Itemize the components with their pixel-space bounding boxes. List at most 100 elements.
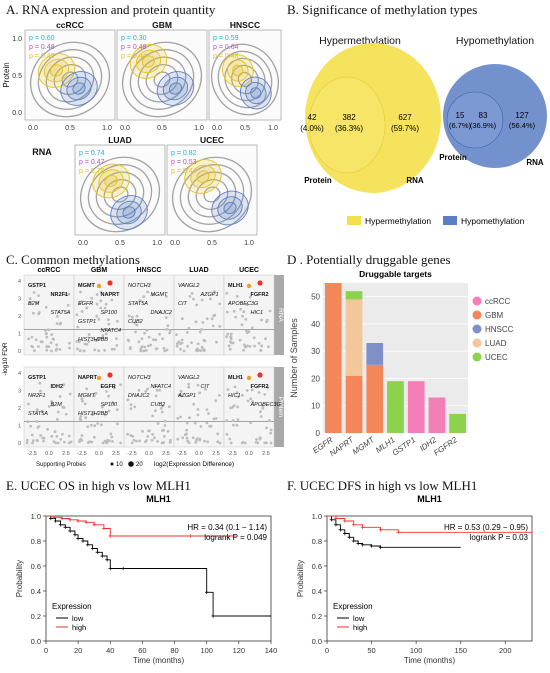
- censor-mark: [76, 519, 80, 523]
- data-point: [97, 349, 101, 353]
- data-point: [51, 404, 55, 407]
- censor-mark: [81, 539, 85, 543]
- data-point: [94, 339, 98, 342]
- data-point: [228, 347, 232, 351]
- gene-label: APOBEC3G: [250, 402, 282, 408]
- data-point: [235, 423, 239, 427]
- data-point: [215, 340, 218, 344]
- censor-mark: [360, 542, 365, 547]
- y-tick-label: 20: [311, 374, 320, 383]
- density-contour: [190, 164, 216, 189]
- p-value-label: p = 0.53: [171, 159, 197, 166]
- y-axis-label: Protein: [2, 62, 11, 87]
- density-contour: [66, 76, 92, 101]
- data-point: [119, 383, 122, 387]
- data-point: [50, 400, 53, 403]
- data-point: [56, 418, 59, 421]
- censor-mark: [53, 519, 58, 523]
- bar-segment: [345, 375, 363, 433]
- censor-mark: [95, 550, 100, 555]
- x-tick-label: 1.0: [152, 240, 162, 245]
- x-tick-label: 0.5: [240, 125, 250, 132]
- data-point: [263, 441, 267, 445]
- p-value-label: p = 0.48: [213, 53, 239, 60]
- x-tick-label: 2.5: [112, 451, 120, 457]
- data-point: [269, 441, 273, 445]
- data-point: [179, 415, 182, 419]
- data-point: [140, 337, 144, 340]
- data-point: [188, 416, 191, 420]
- data-point: [165, 327, 169, 331]
- highlight-point: [257, 372, 263, 378]
- density-contour: [72, 82, 86, 95]
- gene-label: HIST3H2BB: [78, 411, 108, 417]
- data-point: [127, 314, 131, 318]
- censor-mark: [329, 517, 334, 522]
- legend-swatch: [472, 324, 482, 334]
- data-point: [183, 433, 187, 437]
- data-point: [152, 338, 155, 342]
- bar-segment: [325, 283, 342, 433]
- censor-mark: [351, 539, 356, 543]
- data-point: [245, 329, 248, 332]
- gene-label: IDH2: [51, 384, 64, 390]
- data-point: [165, 295, 168, 298]
- x-tick-label: 0.0: [245, 451, 253, 457]
- data-point: [146, 387, 150, 391]
- data-point: [135, 314, 139, 318]
- data-point: [158, 332, 161, 336]
- data-point: [32, 291, 36, 294]
- x-tick-label: 140: [265, 646, 278, 655]
- censor-mark: [396, 530, 401, 535]
- data-point: [140, 349, 143, 353]
- data-point: [179, 347, 182, 351]
- censor-mark: [108, 534, 113, 538]
- data-point: [158, 311, 162, 314]
- logrank-text: logrank P = 0.03: [470, 533, 529, 542]
- data-point: [265, 426, 268, 430]
- density-contour: [104, 174, 118, 188]
- data-point: [91, 413, 94, 417]
- legend-label: ccRCC: [485, 297, 511, 306]
- data-point: [260, 344, 264, 348]
- data-point: [78, 340, 81, 344]
- facet-frame: [23, 274, 75, 356]
- data-point: [185, 421, 189, 425]
- bar-segment: [407, 381, 425, 433]
- data-point: [146, 435, 150, 438]
- density-contour: [227, 59, 249, 82]
- venn-right-count: 627: [398, 113, 412, 122]
- data-point: [162, 346, 166, 350]
- x-tick-label: 0.5: [115, 240, 125, 245]
- x-tick-label: 150: [454, 646, 467, 655]
- x-axis-label: Time (months): [404, 656, 456, 665]
- legend-label: high: [72, 623, 86, 632]
- data-point: [107, 409, 111, 413]
- column-header: LUAD: [189, 267, 208, 274]
- data-point: [267, 345, 270, 349]
- data-point: [96, 422, 100, 425]
- contour-line: [137, 56, 187, 103]
- data-point: [214, 399, 218, 403]
- data-point: [58, 348, 62, 351]
- data-point: [261, 404, 265, 408]
- data-point: [98, 336, 102, 340]
- data-point: [196, 342, 200, 346]
- data-point: [229, 332, 233, 336]
- venn-left-label: Protein: [304, 176, 332, 185]
- venn-protein-circle: [446, 91, 504, 149]
- data-point: [59, 438, 63, 441]
- gene-label: NAPRT: [101, 292, 121, 298]
- data-point: [76, 347, 79, 351]
- gene-label: EGFR: [78, 301, 93, 307]
- data-point: [154, 409, 157, 413]
- data-point: [250, 326, 254, 330]
- data-point: [263, 393, 267, 396]
- y-tick-label: 3: [18, 297, 21, 303]
- data-point: [113, 347, 116, 351]
- censor-mark: [105, 557, 109, 562]
- data-point: [107, 394, 110, 398]
- data-point: [160, 441, 164, 445]
- legend-label: high: [353, 623, 367, 632]
